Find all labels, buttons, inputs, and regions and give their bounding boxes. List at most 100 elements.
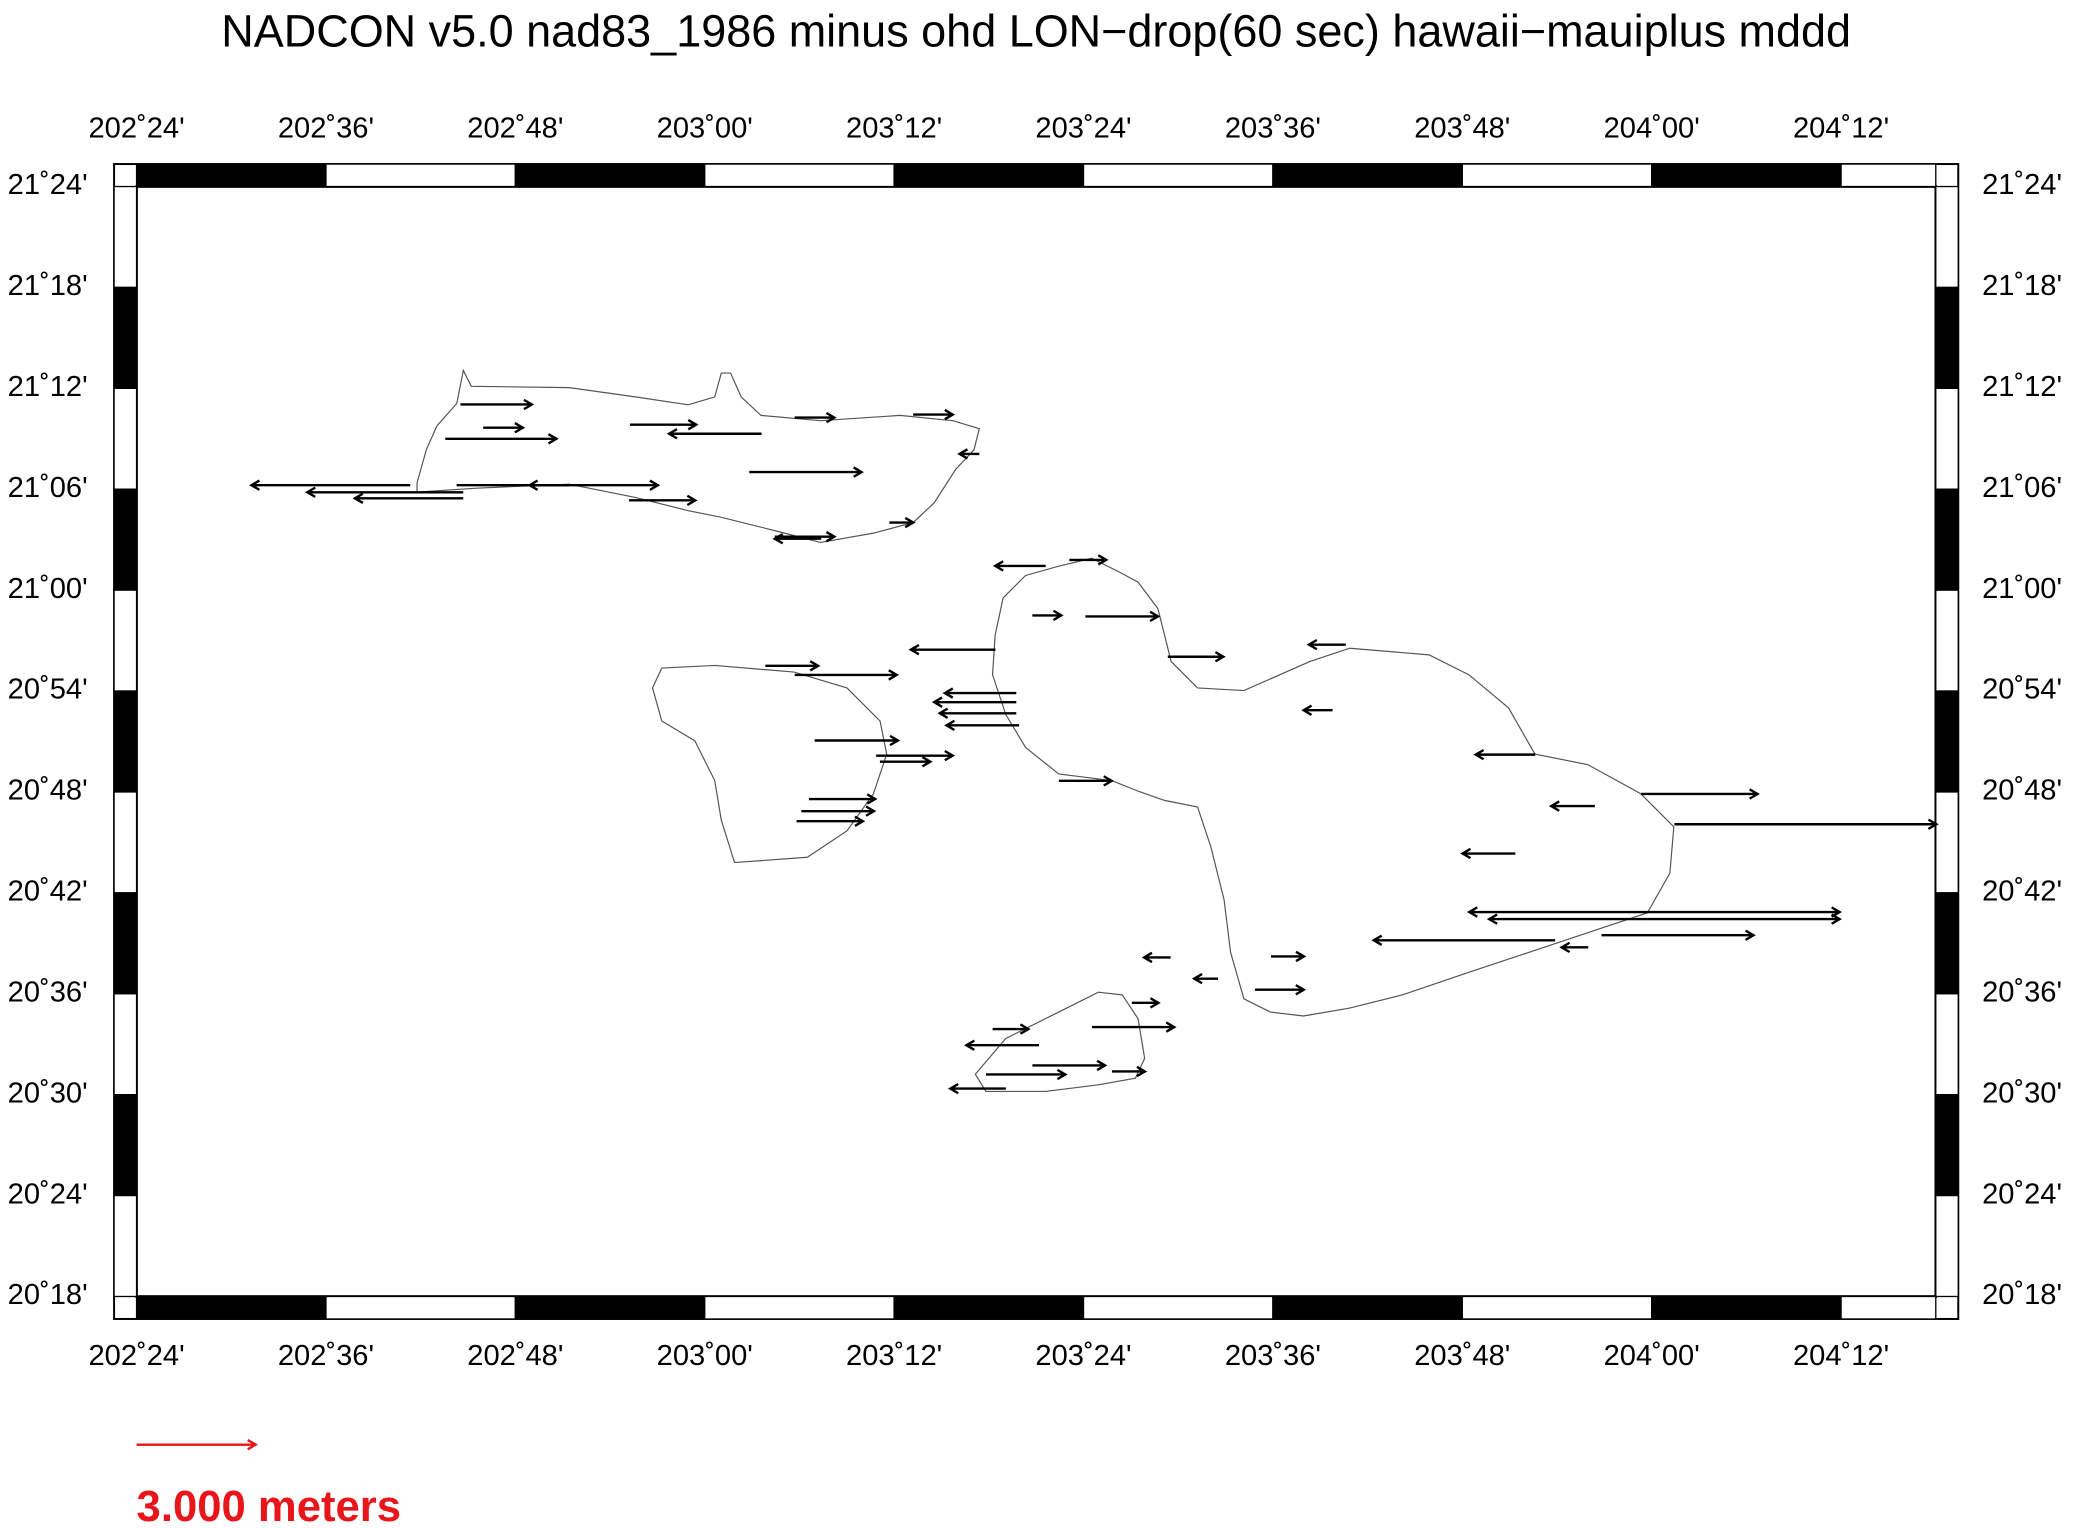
x-tick-label: 203˚36' xyxy=(1225,112,1321,144)
displacement-vector xyxy=(879,756,933,768)
displacement-vector xyxy=(666,428,762,440)
y-tick-label: 21˚00' xyxy=(1982,573,2062,605)
displacement-vector xyxy=(1092,1021,1177,1033)
frame-band xyxy=(1935,286,1959,390)
inner-frame xyxy=(135,185,1938,1298)
x-tick-label: 202˚24' xyxy=(88,1340,184,1372)
y-tick-label: 21˚24' xyxy=(8,169,88,201)
displacement-vector xyxy=(629,419,699,431)
displacement-vector xyxy=(445,433,559,445)
frame-band xyxy=(704,1295,895,1320)
frame-band xyxy=(1935,993,1959,1096)
scale-label: 3.000 meters xyxy=(137,1482,401,1528)
displacement-vector xyxy=(992,1023,1031,1035)
frame-band xyxy=(1082,163,1274,188)
displacement-vector xyxy=(1069,554,1109,566)
displacement-vector xyxy=(1085,610,1161,623)
frame-band xyxy=(1935,690,1959,793)
frame-band xyxy=(1935,387,1959,490)
frame-band xyxy=(1935,1094,1959,1197)
displacement-vector xyxy=(1647,906,1842,918)
frame-band xyxy=(514,1295,706,1320)
frame-band xyxy=(893,1295,1085,1320)
outer-frame xyxy=(113,163,1960,1320)
displacement-vector xyxy=(1559,941,1589,954)
x-tick-label: 204˚00' xyxy=(1604,1340,1700,1372)
frame-band xyxy=(325,163,517,188)
displacement-vector xyxy=(814,734,901,747)
displacement-vector xyxy=(1466,906,1648,918)
frame-band xyxy=(1272,163,1463,188)
frame-band xyxy=(113,185,138,289)
frame-band xyxy=(1840,1295,1937,1320)
displacement-vector xyxy=(1111,1065,1148,1078)
y-tick-label: 21˚18' xyxy=(1982,270,2062,302)
y-tick-label: 21˚18' xyxy=(8,270,88,302)
y-tick-label: 20˚48' xyxy=(8,775,88,807)
x-tick-label: 203˚12' xyxy=(846,112,942,144)
frame-band xyxy=(1461,163,1653,188)
frame-band xyxy=(1935,185,1959,289)
frame-band xyxy=(1651,163,1842,188)
x-tick-label: 202˚36' xyxy=(278,112,374,144)
displacement-vector xyxy=(1473,748,1536,761)
y-tick-label: 20˚36' xyxy=(1982,976,2062,1008)
x-tick-label: 203˚24' xyxy=(1035,112,1131,144)
frame-band xyxy=(113,690,138,793)
frame-band xyxy=(1840,163,1937,188)
frame-band xyxy=(1935,589,1959,692)
scale-arrow xyxy=(136,1438,259,1451)
frame-band xyxy=(1272,1295,1463,1320)
x-tick-label: 203˚24' xyxy=(1035,1340,1131,1372)
frame-band xyxy=(325,1295,517,1320)
displacement-vector xyxy=(460,398,535,411)
frame-band xyxy=(1651,1295,1842,1320)
y-tick-label: 20˚24' xyxy=(1982,1178,2062,1210)
frame-band xyxy=(1935,1194,1959,1298)
x-tick-label: 203˚00' xyxy=(657,112,753,144)
frame-band xyxy=(1082,1295,1274,1320)
coastline-molokai xyxy=(416,368,981,544)
y-tick-label: 20˚54' xyxy=(1982,674,2062,706)
displacement-vector xyxy=(749,466,864,478)
displacement-vector xyxy=(992,560,1046,572)
frame-band xyxy=(893,163,1085,188)
displacement-vector xyxy=(1641,788,1760,800)
displacement-vector xyxy=(774,531,837,543)
displacement-vector xyxy=(772,533,822,545)
frame-band xyxy=(113,1194,138,1298)
y-tick-label: 21˚00' xyxy=(8,573,88,605)
displacement-vector xyxy=(1131,997,1161,1009)
coastline-kahoolawe xyxy=(974,991,1146,1093)
displacement-vector xyxy=(942,687,1017,699)
coastline-lanai xyxy=(651,664,888,864)
y-tick-label: 21˚06' xyxy=(8,472,88,504)
displacement-vector xyxy=(808,793,878,805)
displacement-vector xyxy=(1371,934,1556,946)
displacement-vector xyxy=(1167,651,1226,663)
displacement-vector xyxy=(1306,638,1346,651)
displacement-vector xyxy=(1141,951,1171,964)
displacement-vector xyxy=(1647,913,1842,925)
y-tick-label: 20˚54' xyxy=(8,674,88,706)
y-tick-label: 21˚12' xyxy=(8,371,88,403)
frame-band xyxy=(113,286,138,390)
displacement-vector xyxy=(527,479,570,491)
displacement-vector xyxy=(628,494,698,507)
displacement-vector xyxy=(1191,972,1218,985)
displacement-vector xyxy=(352,492,464,504)
displacement-vector xyxy=(964,1039,1040,1051)
frame-band xyxy=(1935,892,1959,995)
displacement-vector xyxy=(801,805,877,817)
displacement-vector xyxy=(1032,1059,1108,1072)
displacement-vector xyxy=(1601,929,1756,941)
y-tick-label: 20˚42' xyxy=(8,876,88,908)
displacement-vector xyxy=(913,408,956,421)
displacement-vector xyxy=(483,422,526,434)
displacement-vector xyxy=(794,411,837,424)
displacement-vector xyxy=(249,479,411,491)
frame-band xyxy=(113,488,138,591)
x-tick-label: 204˚12' xyxy=(1793,112,1889,144)
displacement-vector xyxy=(1460,847,1516,860)
